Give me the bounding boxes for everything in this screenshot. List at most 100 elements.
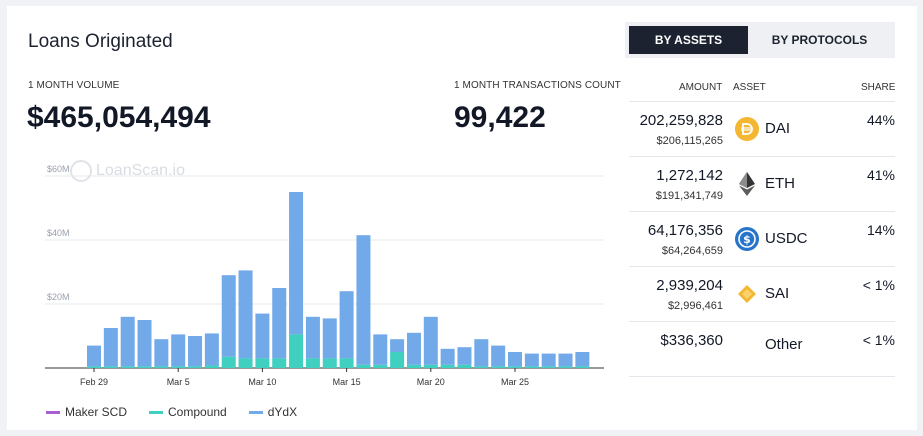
- chart-bar: [575, 352, 590, 367]
- tabs: BY ASSETS BY PROTOCOLS: [629, 26, 891, 54]
- watermark: LoanScan.io: [70, 160, 185, 182]
- chart-bar: [440, 364, 455, 368]
- chart-bar: [103, 328, 118, 367]
- row-usd: $64,264,659: [661, 245, 723, 257]
- chart-bar: [339, 358, 354, 368]
- row-asset: ETH: [765, 175, 795, 192]
- row-share: < 1%: [862, 277, 895, 293]
- x-tick-label: Mar 10: [248, 377, 276, 387]
- chart-bar: [87, 345, 101, 367]
- chart-bar: [289, 334, 304, 368]
- chart-bar: [154, 339, 169, 367]
- chart-bar: [541, 366, 556, 368]
- row-share: 44%: [866, 112, 895, 128]
- chart-bar: [204, 365, 219, 368]
- usdc-icon: $: [735, 227, 759, 251]
- chart-bar: [272, 358, 287, 368]
- chart-bar: [339, 291, 354, 359]
- row-share: < 1%: [862, 332, 895, 348]
- transactions-label: 1 MONTH TRANSACTIONS COUNT: [454, 80, 621, 91]
- legend-item-compound[interactable]: Compound: [149, 405, 227, 419]
- chart-bar: [373, 334, 388, 365]
- row-asset: USDC: [765, 230, 808, 247]
- table-row[interactable]: 64,176,356 $64,264,659 $ USDC 14%: [629, 211, 895, 266]
- x-tick-label: Mar 15: [333, 377, 361, 387]
- chart-bar: [474, 366, 489, 368]
- legend-swatch: [149, 410, 164, 414]
- table-row[interactable]: 1,272,142 $191,341,749 ETH 41%: [629, 156, 895, 211]
- chart-bar: [120, 316, 135, 367]
- chart-bar: [423, 364, 438, 368]
- chart-bar: [356, 364, 371, 368]
- chart-bar: [221, 356, 236, 368]
- asset-header: ASSET: [733, 82, 766, 93]
- row-amount: 2,939,204: [656, 277, 723, 294]
- chart-bar: [272, 288, 287, 359]
- chart-bar: [137, 366, 152, 368]
- table-row[interactable]: 2,939,204 $2,996,461 SAI < 1%: [629, 266, 895, 321]
- legend-swatch: [248, 410, 263, 414]
- chart-bar: [356, 235, 371, 365]
- tab-by-assets[interactable]: BY ASSETS: [629, 26, 748, 54]
- chart-bar: [322, 318, 337, 359]
- chart-bar: [524, 353, 539, 367]
- chart-bar: [188, 336, 203, 367]
- legend-swatch: [46, 410, 60, 414]
- row-usd: $191,341,749: [655, 190, 723, 202]
- x-tick-label: Mar 20: [417, 377, 445, 387]
- chart-bar: [120, 366, 135, 368]
- row-share: 41%: [866, 167, 895, 183]
- x-tick-label: Feb 29: [80, 377, 108, 387]
- chart-bar: [406, 364, 421, 368]
- legend-label: Maker SCD: [65, 405, 128, 419]
- chart-bar: [255, 313, 270, 359]
- chart-bar: [238, 358, 253, 368]
- chart-bar: [137, 320, 152, 367]
- chart-bar: [423, 316, 438, 365]
- sai-icon: [735, 282, 759, 306]
- legend-item-maker-scd[interactable]: Maker SCD: [46, 405, 127, 419]
- chart-bar: [204, 333, 219, 366]
- row-usd: $2,996,461: [667, 300, 723, 312]
- volume-label: 1 MONTH VOLUME: [28, 80, 120, 91]
- share-header: SHARE: [861, 82, 896, 93]
- legend-label: dYdX: [267, 405, 298, 419]
- row-asset: Other: [765, 336, 803, 353]
- chart-bar: [390, 339, 405, 352]
- chart-bar: [305, 358, 320, 368]
- chart-bar: [171, 366, 186, 368]
- row-asset: SAI: [765, 285, 790, 302]
- chart-bar: [154, 366, 169, 368]
- tab-by-protocols[interactable]: BY PROTOCOLS: [748, 26, 891, 54]
- row-amount: $336,360: [660, 332, 723, 349]
- chart-bar: [440, 348, 455, 365]
- row-amount: 202,259,828: [639, 112, 723, 129]
- chart-bar: [87, 366, 101, 368]
- row-share: 14%: [866, 222, 895, 238]
- row-amount: 64,176,356: [647, 222, 723, 239]
- table-row[interactable]: $336,360 Other < 1%: [629, 321, 895, 377]
- chart-legend: Maker SCD Compound dYdX: [46, 405, 297, 419]
- chart-bar: [238, 270, 253, 359]
- row-usd: $206,115,265: [656, 135, 723, 147]
- chart-bar: [491, 345, 506, 367]
- loanscan-logo-icon: [70, 160, 92, 182]
- y-tick-label: $20M: [47, 292, 70, 302]
- chart-bar: [508, 366, 522, 368]
- volume-value: $465,054,494: [27, 101, 211, 134]
- y-tick-label: $60M: [47, 164, 70, 174]
- chart-bar: [558, 366, 573, 368]
- chart-bar: [524, 366, 539, 368]
- table-row[interactable]: 202,259,828 $206,115,265 DAI 44%: [629, 101, 895, 156]
- transactions-value: 99,422: [454, 101, 546, 134]
- chart-bar: [103, 366, 118, 368]
- chart-bar: [474, 339, 489, 367]
- chart-bar: [171, 334, 186, 367]
- chart-bar: [558, 353, 573, 367]
- y-tick-label: $40M: [47, 228, 70, 238]
- chart-bar: [508, 352, 522, 367]
- dai-icon: [735, 117, 759, 141]
- chart-bar: [457, 347, 472, 365]
- legend-item-dydx[interactable]: dYdX: [248, 405, 298, 419]
